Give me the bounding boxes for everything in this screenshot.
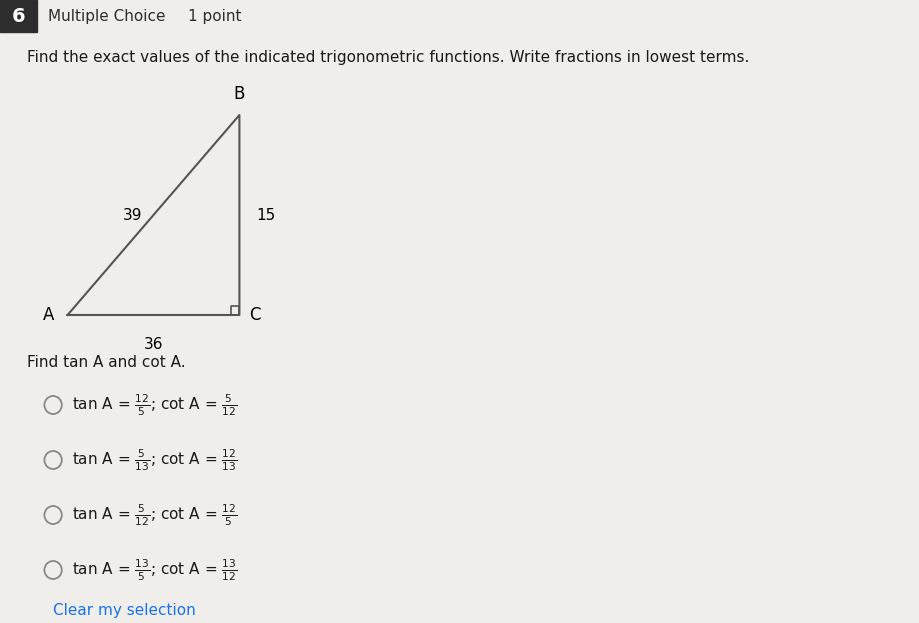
Text: 15: 15 — [256, 207, 276, 222]
Text: B: B — [233, 85, 245, 103]
Text: tan A = $\frac{5}{13}$; cot A = $\frac{12}{13}$: tan A = $\frac{5}{13}$; cot A = $\frac{1… — [73, 447, 238, 473]
Text: tan A = $\frac{5}{12}$; cot A = $\frac{12}{5}$: tan A = $\frac{5}{12}$; cot A = $\frac{1… — [73, 502, 238, 528]
Text: 36: 36 — [143, 337, 164, 352]
Text: C: C — [249, 306, 261, 324]
Text: tan A = $\frac{12}{5}$; cot A = $\frac{5}{12}$: tan A = $\frac{12}{5}$; cot A = $\frac{5… — [73, 392, 238, 418]
Text: tan A = $\frac{13}{5}$; cot A = $\frac{13}{12}$: tan A = $\frac{13}{5}$; cot A = $\frac{1… — [73, 557, 238, 583]
Text: 39: 39 — [122, 207, 142, 222]
Text: 1 point: 1 point — [188, 9, 242, 24]
Text: Find the exact values of the indicated trigonometric functions. Write fractions : Find the exact values of the indicated t… — [27, 50, 749, 65]
Text: Clear my selection: Clear my selection — [53, 602, 196, 617]
Text: A: A — [42, 306, 54, 324]
Bar — [0, 0, 37, 32]
Text: Multiple Choice: Multiple Choice — [49, 9, 165, 24]
Text: Find tan A and cot A.: Find tan A and cot A. — [27, 355, 186, 370]
Text: 6: 6 — [12, 6, 25, 26]
